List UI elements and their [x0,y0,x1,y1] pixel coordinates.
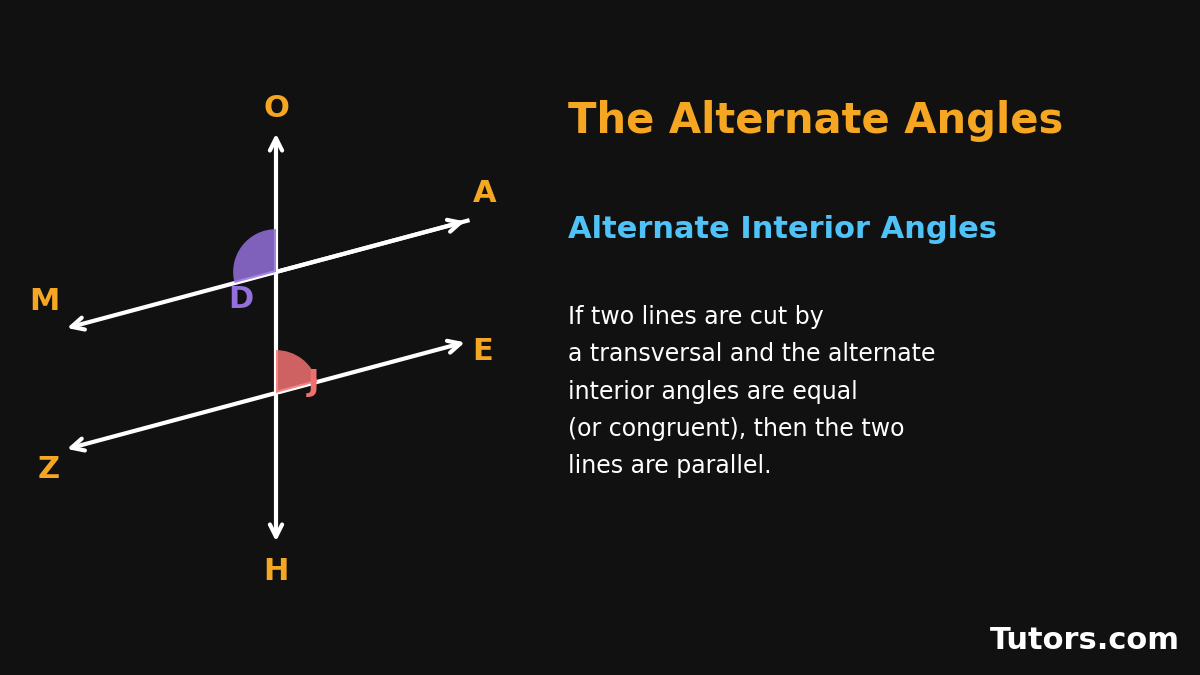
Text: E: E [473,337,493,366]
Text: If two lines are cut by
a transversal and the alternate
interior angles are equa: If two lines are cut by a transversal an… [569,305,936,478]
Text: The Alternate Angles: The Alternate Angles [569,101,1063,142]
Text: Alternate Interior Angles: Alternate Interior Angles [569,215,997,244]
Text: Z: Z [37,455,59,484]
Text: D: D [228,286,253,314]
Text: O: O [263,95,289,124]
Text: A: A [473,179,496,208]
Text: Tutors.com: Tutors.com [990,626,1180,655]
Wedge shape [233,229,276,283]
Text: M: M [29,287,59,316]
Text: J: J [308,369,319,398]
Wedge shape [276,350,317,393]
Text: H: H [263,557,289,586]
